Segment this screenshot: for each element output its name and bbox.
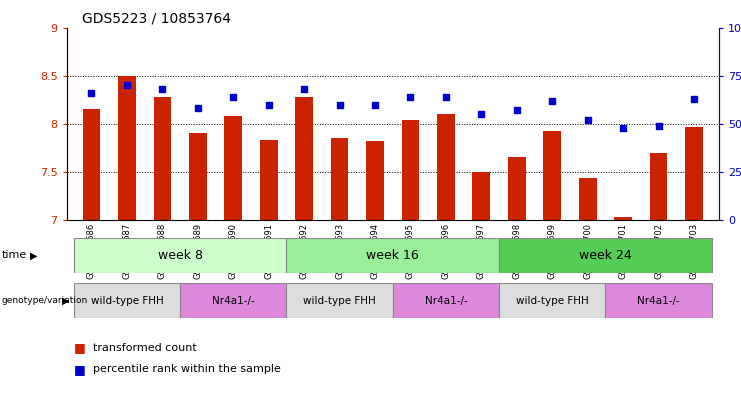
Bar [74, 238, 287, 273]
Bar [83, 109, 100, 220]
Bar [605, 283, 711, 318]
Bar [330, 138, 348, 220]
Bar [508, 156, 525, 220]
Text: ▶: ▶ [30, 250, 37, 261]
Text: wild-type FHH: wild-type FHH [90, 296, 163, 306]
Point [227, 94, 239, 100]
Point [85, 90, 97, 96]
Point [511, 107, 522, 114]
Point [369, 101, 381, 108]
Text: genotype/variation: genotype/variation [1, 296, 87, 305]
Point [405, 94, 416, 100]
Text: percentile rank within the sample: percentile rank within the sample [93, 364, 281, 375]
Bar [295, 97, 313, 220]
Point [617, 125, 629, 131]
Bar [180, 283, 287, 318]
Bar [393, 283, 499, 318]
Text: wild-type FHH: wild-type FHH [303, 296, 376, 306]
Point [546, 97, 558, 104]
Text: transformed count: transformed count [93, 343, 196, 353]
Text: Nr4a1-/-: Nr4a1-/- [425, 296, 468, 306]
Text: week 8: week 8 [158, 249, 202, 262]
Bar [260, 140, 278, 220]
Bar [473, 172, 491, 220]
Point [582, 117, 594, 123]
Point [653, 123, 665, 129]
Text: wild-type FHH: wild-type FHH [516, 296, 588, 306]
Bar [118, 75, 136, 220]
Text: GDS5223 / 10853764: GDS5223 / 10853764 [82, 12, 230, 26]
Point [263, 101, 275, 108]
Bar [614, 217, 632, 220]
Text: week 24: week 24 [579, 249, 632, 262]
Bar [499, 283, 605, 318]
Point [298, 86, 310, 92]
Text: Nr4a1-/-: Nr4a1-/- [637, 296, 680, 306]
Bar [153, 97, 171, 220]
Bar [402, 120, 419, 220]
Point [156, 86, 168, 92]
Text: Nr4a1-/-: Nr4a1-/- [212, 296, 255, 306]
Point [476, 111, 488, 117]
Text: ▶: ▶ [62, 296, 70, 306]
Bar [225, 116, 242, 220]
Bar [579, 178, 597, 220]
Point [333, 101, 345, 108]
Bar [499, 238, 711, 273]
Bar [437, 114, 455, 220]
Point [192, 105, 204, 112]
Bar [650, 152, 668, 220]
Bar [685, 127, 702, 220]
Bar [189, 133, 207, 220]
Text: ■: ■ [74, 363, 86, 376]
Bar [366, 141, 384, 220]
Bar [543, 132, 561, 220]
Bar [74, 283, 180, 318]
Point [440, 94, 452, 100]
Point [688, 95, 700, 102]
Bar [287, 238, 499, 273]
Text: time: time [1, 250, 27, 261]
Text: week 16: week 16 [366, 249, 419, 262]
Text: ■: ■ [74, 341, 86, 354]
Point [121, 82, 133, 88]
Bar [287, 283, 393, 318]
